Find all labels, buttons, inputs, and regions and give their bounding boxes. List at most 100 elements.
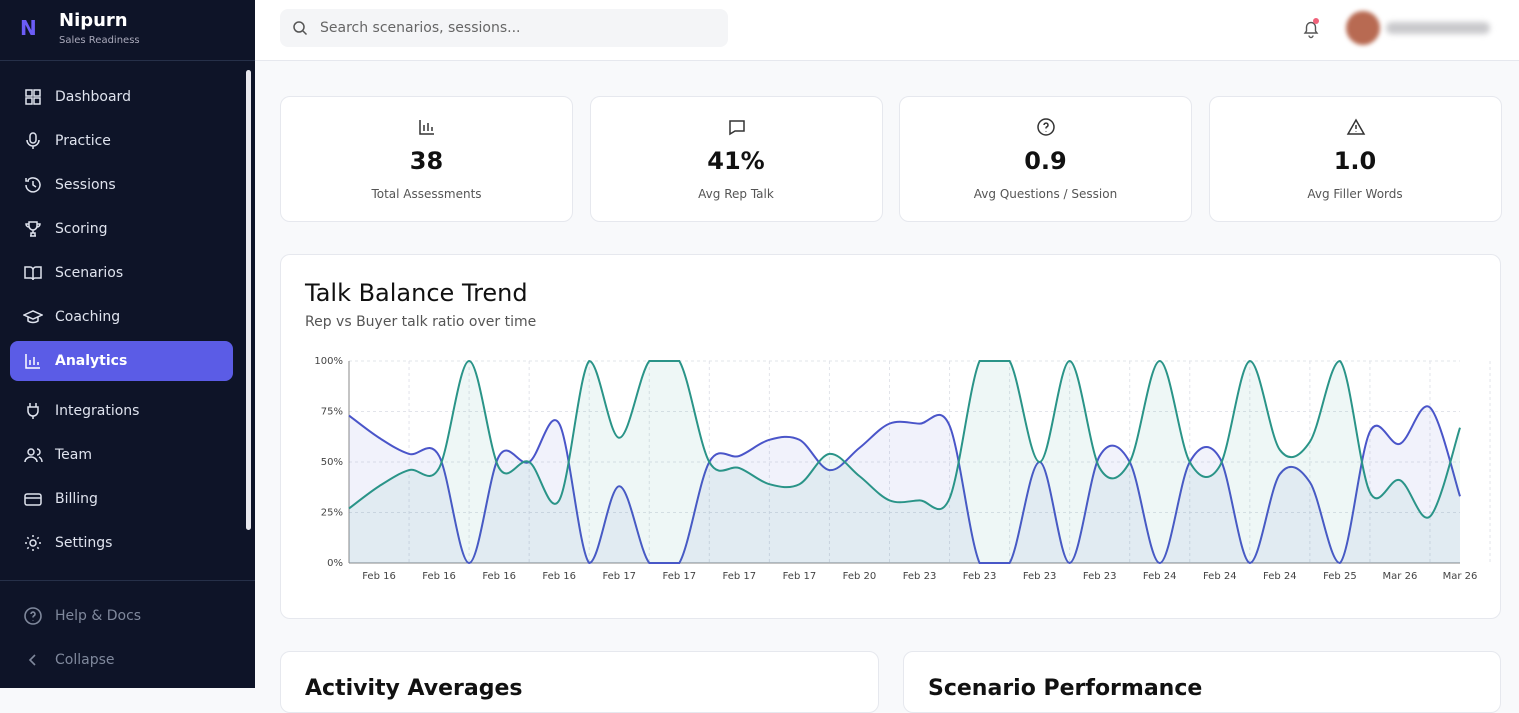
nav-item[interactable]: Dashboard [10,77,233,117]
chart-subtitle: Rep vs Buyer talk ratio over time [305,314,536,330]
nav-label: Team [55,447,93,463]
x-tick-label: Feb 17 [602,571,636,582]
top-bar: Search scenarios, sessions... [255,0,1519,61]
sidebar: N Nipurn Sales Readiness Dashboard Practi… [0,0,255,688]
stat-card: 0.9 Avg Questions / Session [899,96,1192,222]
x-tick-label: Mar 26 [1443,571,1478,582]
x-tick-label: Feb 16 [482,571,516,582]
scenario-card: Scenario Performance [903,651,1501,713]
scrollbar [246,70,251,530]
stat-card: 41% Avg Rep Talk [589,96,883,222]
x-tick-label: Feb 20 [843,571,877,582]
search-placeholder: Search scenarios, sessions... [320,20,521,36]
stat-icon [419,120,434,135]
nav-item[interactable]: Billing [10,479,233,519]
stat-value: 0.9 [1024,147,1067,175]
x-tick-label: Mar 26 [1383,571,1418,582]
stat-value: 41% [707,147,765,175]
nav-label: Scoring [55,221,108,237]
stat-value: 1.0 [1333,147,1377,175]
y-tick-label: 50% [321,457,343,468]
nav-label: Collapse [55,652,115,668]
series-area [349,361,1460,563]
nav-label: Integrations [55,403,140,419]
stat-icon [1346,118,1365,135]
nav-item[interactable]: Team [10,435,233,475]
stat-label: Avg Questions / Session [973,187,1118,201]
series-line [348,359,1461,519]
card-title: Scenario Performance [928,676,1203,701]
stat-card: 1.0 Avg Filler Words [1208,96,1502,222]
nav-icon [27,403,39,419]
nav-label: Scenarios [55,265,124,281]
nav-item[interactable]: Coaching [10,297,233,337]
bell-icon[interactable] [1300,18,1322,40]
nav-icon [25,354,40,369]
avatar[interactable] [1346,11,1380,45]
x-tick-label: Feb 17 [783,571,817,582]
nav-label: Analytics [55,353,128,369]
stat-label: Avg Rep Talk [698,187,774,201]
x-tick-label: Feb 17 [723,571,757,582]
nav-icon [25,177,41,193]
nav-icon [26,132,40,149]
x-tick-label: Feb 23 [963,571,997,582]
nav-icon [25,221,41,237]
search-box[interactable]: Search scenarios, sessions... [280,9,728,47]
nav-label: Practice [55,133,111,149]
stat-label: Total Assessments [371,187,482,201]
x-tick-label: Feb 16 [422,571,456,582]
divider [0,580,255,581]
divider [0,60,255,61]
y-tick-label: 100% [314,356,343,367]
nav-icon [24,266,42,281]
x-tick-label: Feb 23 [903,571,937,582]
nav-label: Dashboard [55,89,131,105]
nav-icon [25,89,41,105]
x-tick-label: Feb 24 [1263,571,1297,582]
nav-item[interactable]: Scoring [10,209,233,249]
nav-item[interactable]: Practice [10,121,233,161]
nav-label: Sessions [55,177,116,193]
card-title: Activity Averages [305,676,523,701]
activity-card: Activity Averages [280,651,879,713]
chart: Talk Balance Trend Rep vs Buyer talk rat… [304,279,1491,582]
nav-label: Help & Docs [55,608,142,624]
nav-item[interactable]: Scenarios [10,253,233,293]
nav-item[interactable]: Settings [10,523,233,563]
y-tick-label: 25% [321,508,343,519]
stat-value: 38 [409,147,444,175]
logo: N [20,16,37,40]
nav-icon [23,310,43,324]
brand-name: Nipurn [59,10,128,31]
brand-tagline: Sales Readiness [59,35,140,46]
stat-icon [1037,118,1055,136]
stat-card: 38 Total Assessments [280,96,573,222]
stat-label: Avg Filler Words [1307,187,1403,201]
chart-card: Talk Balance Trend Rep vs Buyer talk rat… [280,254,1501,619]
x-tick-label: Feb 25 [1323,571,1357,582]
nav-collapse[interactable]: Collapse [10,640,233,680]
y-tick-label: 0% [327,558,343,569]
stat-icon [728,120,745,136]
y-tick-label: 75% [321,407,343,418]
x-tick-label: Feb 17 [662,571,696,582]
nav-item[interactable]: Analytics [10,341,233,381]
x-tick-label: Feb 23 [1023,571,1057,582]
nav-label: Coaching [55,309,121,325]
nav-icon [24,448,43,463]
x-tick-label: Feb 16 [362,571,396,582]
x-tick-label: Feb 24 [1203,571,1237,582]
chart-title: Talk Balance Trend [304,279,528,307]
nav-item[interactable]: Sessions [10,165,233,205]
nav-item[interactable]: Integrations [10,391,233,431]
nav-icon [24,493,42,506]
nav-label: Settings [55,535,113,551]
x-tick-label: Feb 16 [542,571,576,582]
nav-label: Billing [55,491,98,507]
nav-icon [25,535,41,551]
series-line [348,405,1461,565]
nav-help[interactable]: Help & Docs [10,596,233,636]
series-area [349,406,1460,563]
